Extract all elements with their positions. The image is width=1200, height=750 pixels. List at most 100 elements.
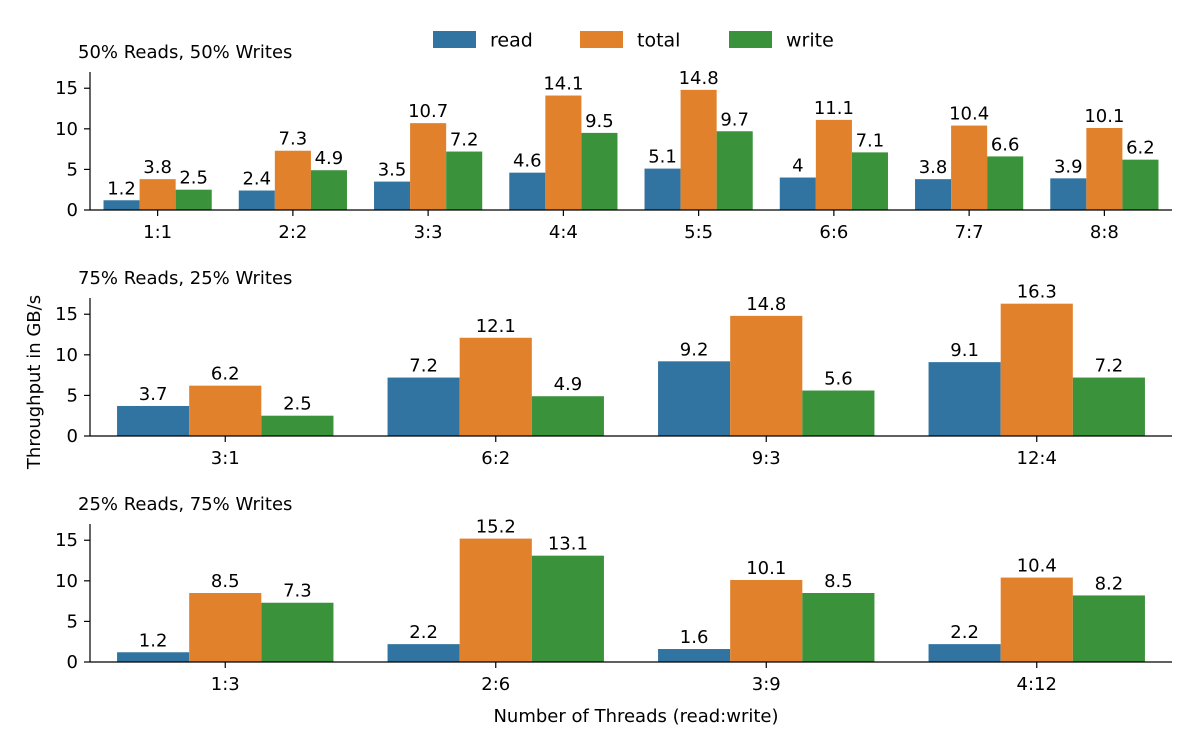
panel-title: 25% Reads, 75% Writes <box>78 494 292 515</box>
x-tick-label-3:1: 3:1 <box>211 448 240 469</box>
y-tick-label-5: 5 <box>67 385 78 406</box>
bar-write-9:3 <box>802 390 875 436</box>
data-label-write-2:2: 4.9 <box>315 148 344 169</box>
data-label-write-5:5: 9.7 <box>720 109 749 130</box>
chart-legend: read total write <box>433 30 834 52</box>
data-label-read-3:9: 1.6 <box>680 627 709 648</box>
data-label-read-5:5: 5.1 <box>648 147 677 168</box>
bar-write-3:9 <box>802 593 875 662</box>
y-tick-label-15: 15 <box>55 78 78 99</box>
bar-total-3:3 <box>410 123 447 210</box>
bar-read-8:8 <box>1050 178 1087 210</box>
data-label-read-2:6: 2.2 <box>409 622 438 643</box>
bar-write-6:2 <box>531 396 604 436</box>
legend-swatch-total <box>580 31 623 48</box>
y-tick-label-15: 15 <box>55 530 78 551</box>
bar-read-3:3 <box>374 181 411 210</box>
x-tick-label-1:1: 1:1 <box>143 222 172 243</box>
data-label-write-7:7: 6.6 <box>991 134 1020 155</box>
legend-swatch-read <box>433 31 476 48</box>
data-label-read-3:1: 3.7 <box>139 384 168 405</box>
bar-total-4:4 <box>545 95 582 210</box>
data-label-total-2:6: 15.2 <box>476 517 516 538</box>
data-label-write-4:12: 8.2 <box>1095 573 1124 594</box>
data-label-read-12:4: 9.1 <box>950 340 979 361</box>
data-label-read-6:6: 4 <box>792 156 803 177</box>
data-label-read-4:12: 2.2 <box>950 622 979 643</box>
x-tick-label-5:5: 5:5 <box>684 222 713 243</box>
bar-write-3:3 <box>446 151 483 210</box>
data-label-read-8:8: 3.9 <box>1054 156 1083 177</box>
y-tick-label-15: 15 <box>55 304 78 325</box>
data-label-write-3:3: 7.2 <box>450 130 479 151</box>
data-label-total-4:12: 10.4 <box>1017 556 1057 577</box>
bar-write-2:2 <box>310 170 347 210</box>
panel-2: 75% Reads, 25% Writes 3.7 6.2 2.5 3:1 7.2 12.1… <box>55 268 1172 469</box>
legend-label-read: read <box>490 30 533 52</box>
data-label-total-7:7: 10.4 <box>949 104 989 125</box>
panel-3: 25% Reads, 75% Writes 1.2 8.5 7.3 1:3 2.2 15.2… <box>55 494 1172 695</box>
x-tick-label-2:2: 2:2 <box>278 222 307 243</box>
panel-title: 75% Reads, 25% Writes <box>78 268 292 289</box>
bar-read-3:1 <box>117 405 190 436</box>
data-label-total-3:3: 10.7 <box>408 101 448 122</box>
bar-read-3:9 <box>658 649 731 662</box>
x-tick-label-6:2: 6:2 <box>481 448 510 469</box>
panel-title: 50% Reads, 50% Writes <box>78 42 292 63</box>
bar-read-2:6 <box>387 644 460 662</box>
data-label-read-1:3: 1.2 <box>139 630 168 651</box>
x-tick-label-12:4: 12:4 <box>1017 448 1057 469</box>
bar-total-6:2 <box>459 337 532 436</box>
y-tick-label-10: 10 <box>55 571 78 592</box>
x-tick-label-3:3: 3:3 <box>414 222 443 243</box>
bar-read-6:2 <box>387 377 460 436</box>
data-label-total-5:5: 14.8 <box>679 68 719 89</box>
chart-panels: 50% Reads, 50% Writes 1.2 3.8 2.5 1:1 2.4 7.3 4… <box>55 42 1172 695</box>
data-label-write-2:6: 13.1 <box>548 534 588 555</box>
bar-write-5:5 <box>716 131 753 210</box>
bar-write-4:12 <box>1072 595 1145 662</box>
data-label-total-2:2: 7.3 <box>279 129 308 150</box>
data-label-write-4:4: 9.5 <box>585 111 614 132</box>
bar-read-6:6 <box>779 177 816 210</box>
legend-label-total: total <box>637 30 680 52</box>
bar-write-7:7 <box>987 156 1024 210</box>
data-label-read-1:1: 1.2 <box>107 178 136 199</box>
bar-total-6:6 <box>815 119 852 210</box>
y-tick-label-10: 10 <box>55 119 78 140</box>
x-tick-label-9:3: 9:3 <box>752 448 781 469</box>
data-label-read-6:2: 7.2 <box>409 356 438 377</box>
data-label-total-3:1: 6.2 <box>211 364 240 385</box>
bar-total-2:2 <box>274 150 311 210</box>
bar-read-5:5 <box>644 168 681 210</box>
data-label-total-9:3: 14.8 <box>746 294 786 315</box>
data-label-write-6:2: 4.9 <box>554 374 583 395</box>
data-label-total-12:4: 16.3 <box>1017 282 1057 303</box>
data-label-read-4:4: 4.6 <box>513 151 542 172</box>
y-tick-label-5: 5 <box>67 159 78 180</box>
bar-read-1:1 <box>103 200 140 210</box>
x-tick-label-4:4: 4:4 <box>549 222 578 243</box>
bar-write-8:8 <box>1122 159 1159 210</box>
data-label-total-6:2: 12.1 <box>476 316 516 337</box>
x-tick-label-8:8: 8:8 <box>1090 222 1119 243</box>
bar-total-12:4 <box>1000 303 1073 436</box>
data-label-write-1:1: 2.5 <box>179 168 208 189</box>
x-tick-label-6:6: 6:6 <box>819 222 848 243</box>
bar-write-6:6 <box>851 152 888 210</box>
x-tick-label-2:6: 2:6 <box>481 674 510 695</box>
data-label-write-1:3: 7.3 <box>283 581 312 602</box>
x-tick-label-1:3: 1:3 <box>211 674 240 695</box>
bar-read-4:12 <box>928 644 1001 662</box>
y-tick-label-0: 0 <box>67 652 78 673</box>
bar-write-1:1 <box>175 189 212 210</box>
legend-item-write: write <box>729 30 834 52</box>
data-label-total-6:6: 11.1 <box>814 98 854 119</box>
bar-read-12:4 <box>928 362 1001 436</box>
data-label-write-9:3: 5.6 <box>824 369 853 390</box>
bar-total-5:5 <box>680 89 717 210</box>
data-label-write-12:4: 7.2 <box>1095 356 1124 377</box>
bar-total-2:6 <box>459 538 532 662</box>
data-label-read-2:2: 2.4 <box>242 169 271 190</box>
